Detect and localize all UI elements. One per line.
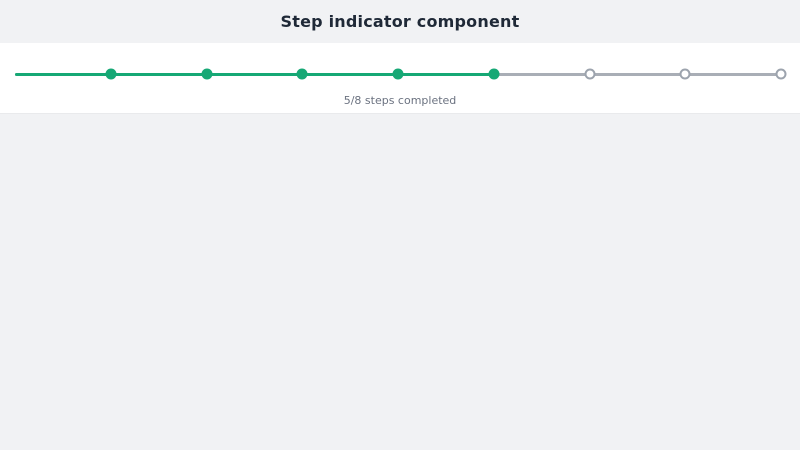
step-dot-1-completed[interactable] [105, 68, 117, 80]
page-header: Step indicator component [0, 0, 800, 43]
step-dot-3-completed[interactable] [296, 68, 308, 80]
step-dot-4-completed[interactable] [392, 68, 404, 80]
step-dot-8-pending[interactable] [775, 68, 787, 80]
step-dot-5-completed[interactable] [488, 68, 500, 80]
progress-line [15, 72, 494, 76]
step-dot-7-pending[interactable] [679, 68, 691, 80]
step-dot-2-completed[interactable] [201, 68, 212, 80]
steps-completed-caption: 5/8 steps completed [343, 94, 457, 107]
step-indicator-card: 5/8 steps completed [0, 43, 800, 114]
page-title: Step indicator component [280, 12, 520, 31]
step-dot-6-pending[interactable] [584, 68, 595, 80]
